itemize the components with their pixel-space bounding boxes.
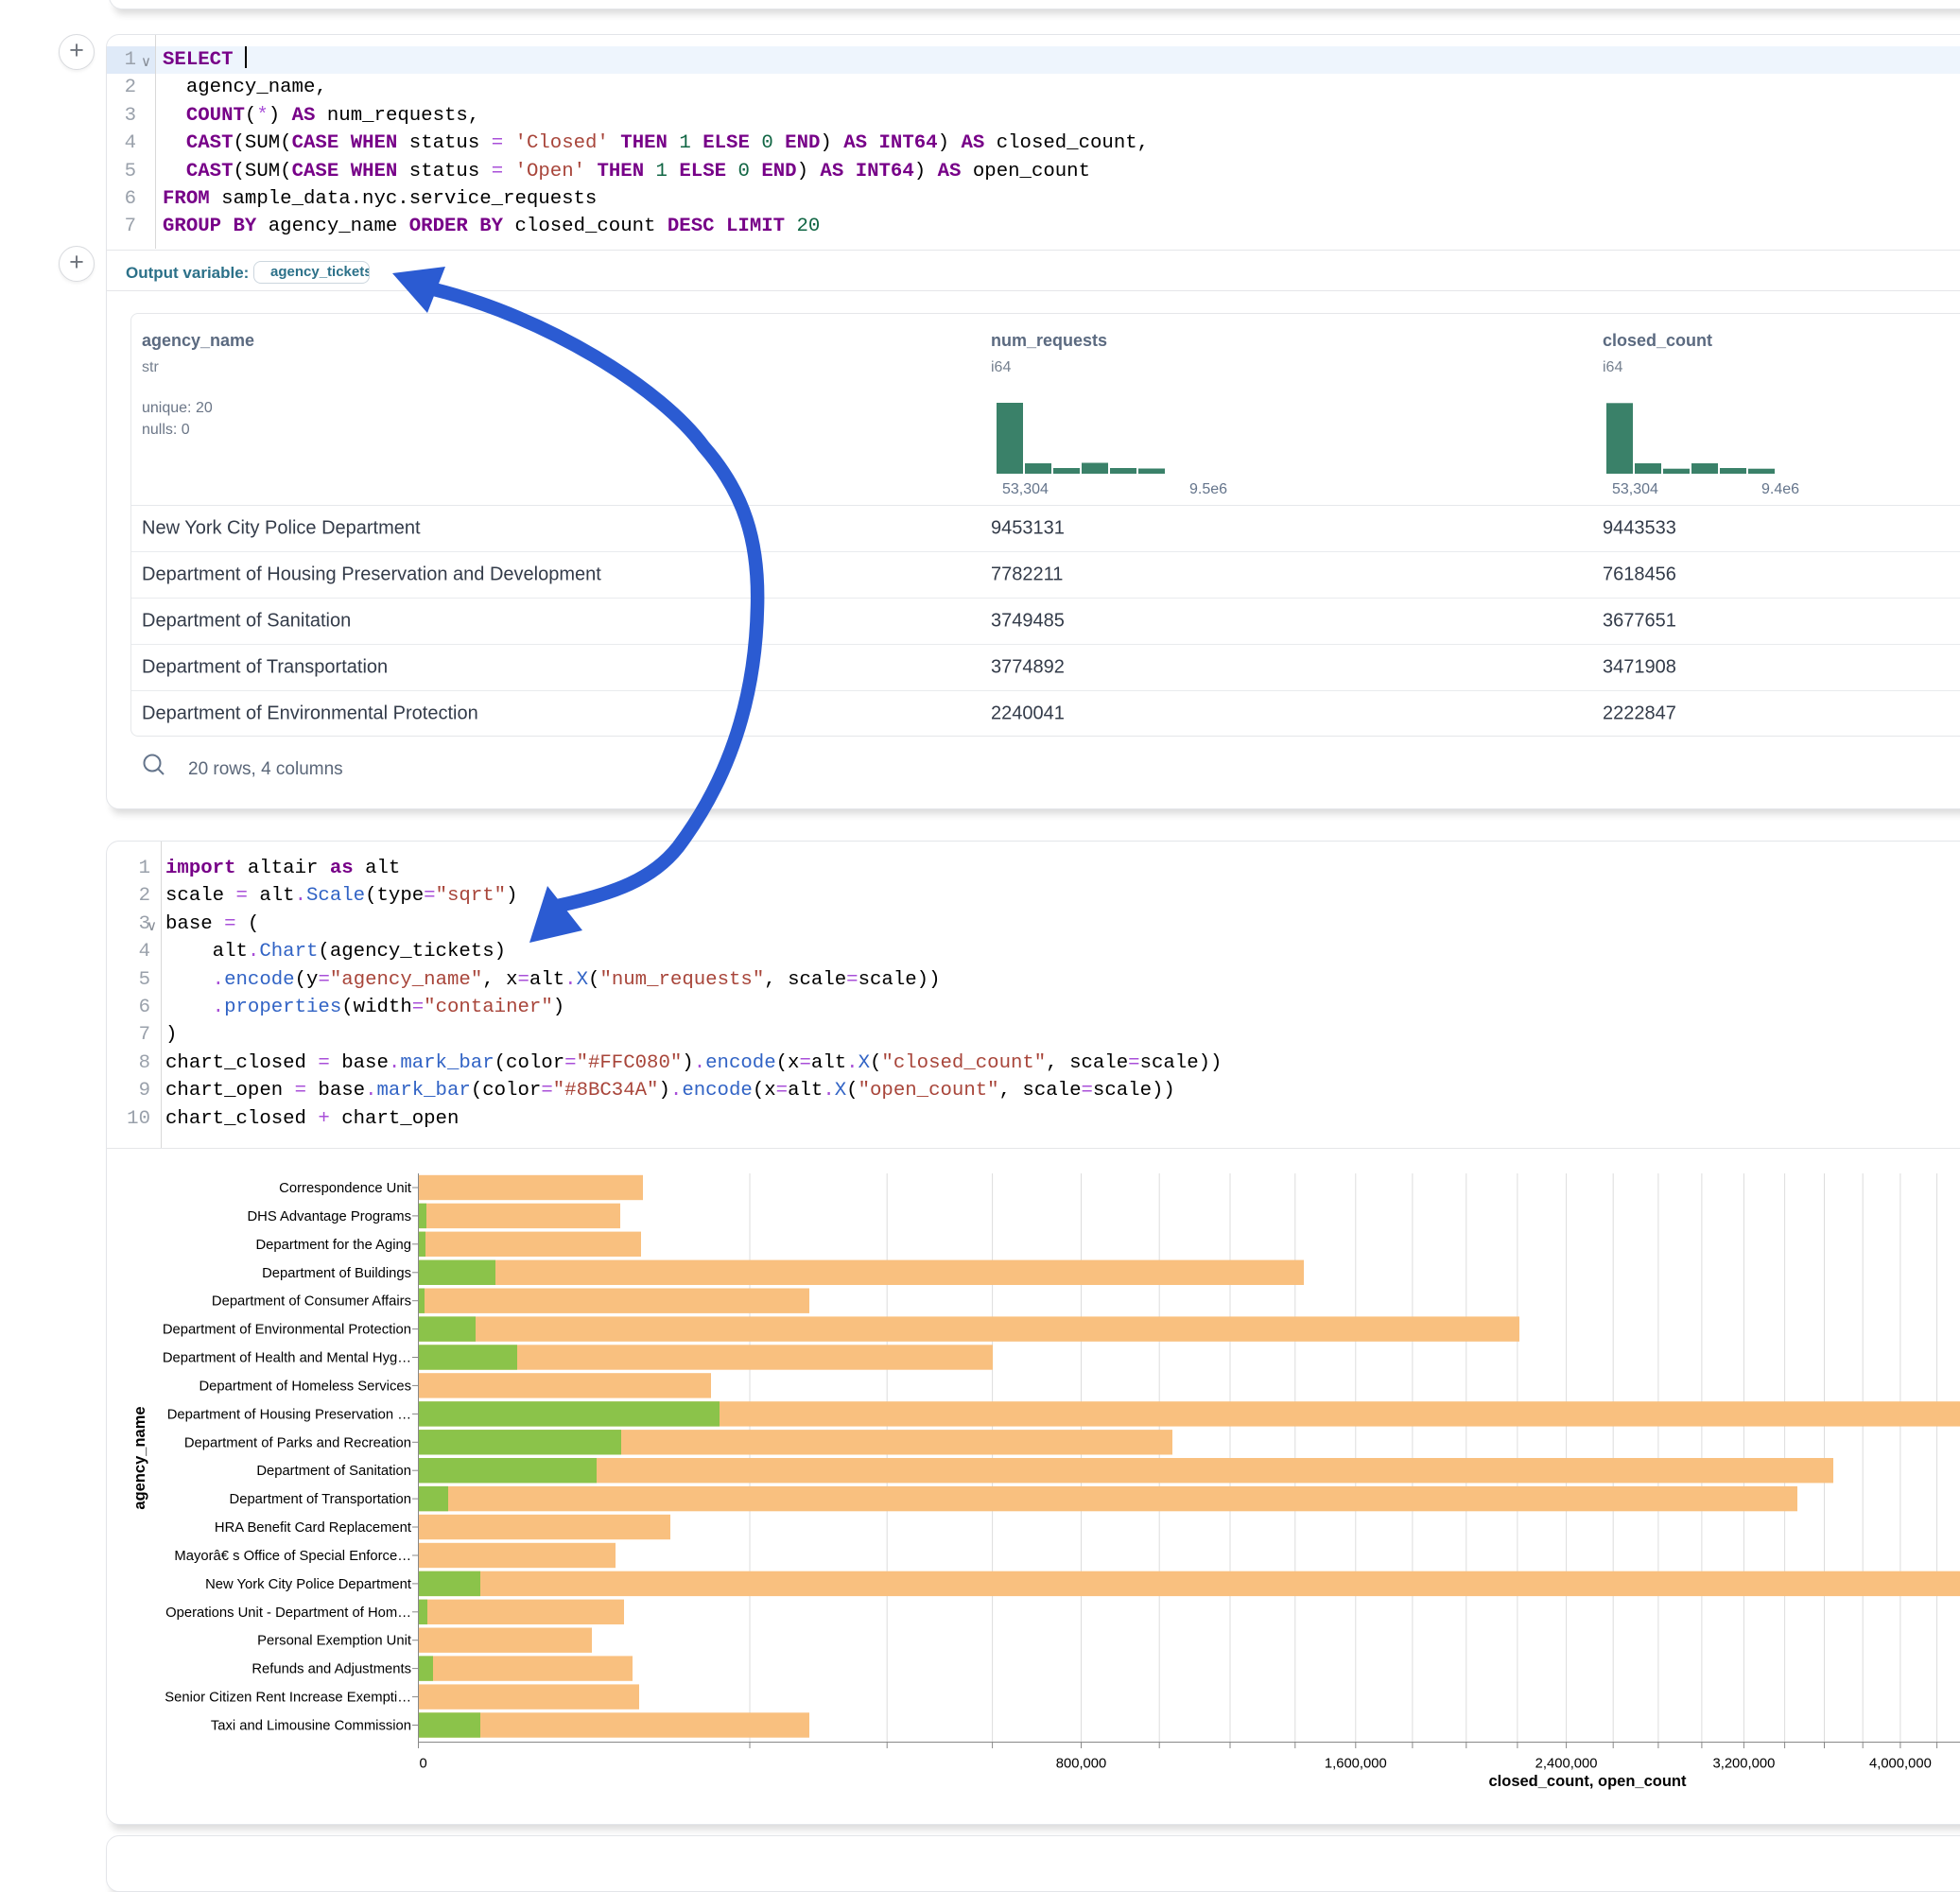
svg-text:2,400,000: 2,400,000 (1535, 1757, 1598, 1772)
svg-text:Operations Unit - Department o: Operations Unit - Department of Hom… (165, 1606, 411, 1621)
svg-text:Senior Citizen Rent Increase E: Senior Citizen Rent Increase Exempti… (165, 1691, 411, 1706)
svg-text:Refunds and Adjustments: Refunds and Adjustments (252, 1662, 411, 1677)
svg-text:Correspondence Unit: Correspondence Unit (279, 1181, 411, 1196)
svg-text:Department of Consumer Affairs: Department of Consumer Affairs (212, 1294, 411, 1310)
svg-text:Department of Sanitation: Department of Sanitation (256, 1464, 411, 1479)
svg-text:Department of Transportation: Department of Transportation (230, 1492, 411, 1507)
svg-text:Taxi and Limousine Commission: Taxi and Limousine Commission (211, 1719, 411, 1734)
svg-text:agency_name: agency_name (131, 1406, 148, 1509)
svg-text:Department of Parks and Recrea: Department of Parks and Recreation (184, 1435, 411, 1450)
svg-text:800,000: 800,000 (1056, 1757, 1107, 1772)
svg-text:Department of Homeless Service: Department of Homeless Services (199, 1379, 411, 1394)
svg-text:Department of Environmental Pr: Department of Environmental Protection (163, 1323, 411, 1338)
svg-text:DHS Advantage Programs: DHS Advantage Programs (247, 1209, 411, 1224)
svg-text:1,600,000: 1,600,000 (1325, 1757, 1387, 1772)
svg-text:Mayorâ€ s Office of Special En: Mayorâ€ s Office of Special Enforce… (174, 1549, 411, 1564)
svg-text:4,000,000: 4,000,000 (1869, 1757, 1932, 1772)
svg-text:0: 0 (420, 1757, 427, 1772)
svg-text:Department for the Aging: Department for the Aging (255, 1238, 411, 1253)
svg-text:3,200,000: 3,200,000 (1712, 1757, 1775, 1772)
svg-text:New York City Police Departmen: New York City Police Department (205, 1577, 411, 1592)
svg-text:Department of Housing Preserva: Department of Housing Preservation … (167, 1407, 411, 1422)
svg-text:closed_count, open_count: closed_count, open_count (1488, 1773, 1687, 1790)
svg-text:Personal Exemption Unit: Personal Exemption Unit (257, 1634, 411, 1649)
svg-text:Department of Buildings: Department of Buildings (262, 1266, 411, 1281)
svg-text:Department of Health and Menta: Department of Health and Mental Hyg… (163, 1351, 411, 1366)
svg-text:HRA Benefit Card Replacement: HRA Benefit Card Replacement (215, 1520, 411, 1536)
